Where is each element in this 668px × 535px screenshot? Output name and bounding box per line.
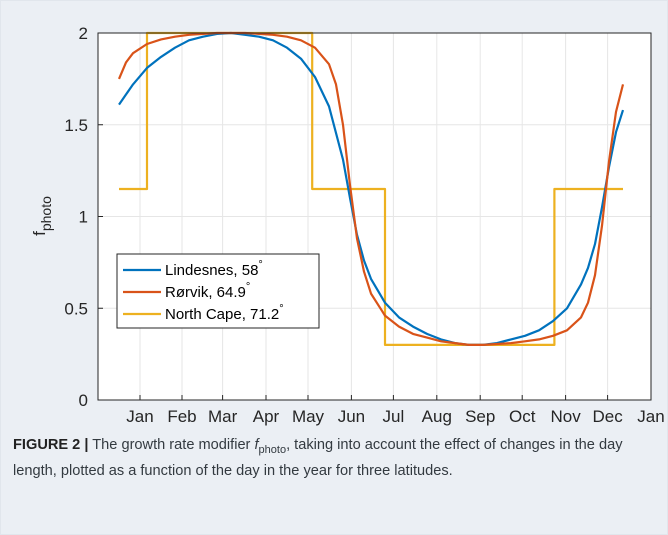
legend-label-1: Rørvik, 64.9°: [165, 281, 250, 301]
x-tick-label: Apr: [253, 407, 280, 426]
x-tick-label: Nov: [550, 407, 581, 426]
plot-frame: [97, 32, 652, 401]
x-tick-label: Oct: [509, 407, 536, 426]
series-lines: [117, 31, 625, 346]
x-axis-ticks: Jan Feb Mar Apr May Jun Jul Aug Sep Oct Nov Dec Jan: [126, 395, 665, 426]
caption-text-after: , taking into account the effect of chan…: [13, 437, 623, 479]
x-tick-label: Jul: [383, 407, 405, 426]
figure-caption: FIGURE 2 | The growth rate modifier fpho…: [13, 435, 653, 482]
line-chart: 0 0.5 1 1.5 2 Jan Feb Mar Apr May Jun Jul Aug Sep Oct…: [30, 24, 665, 426]
x-tick-label: Feb: [167, 407, 196, 426]
ylabel-main: f: [30, 231, 49, 236]
legend: Lindesnes, 58°Rørvik, 64.9°North Cape, 7…: [116, 253, 320, 329]
svg-text:fphoto: fphoto: [30, 196, 54, 236]
caption-symbol: fphoto: [254, 437, 287, 456]
x-tick-label: Mar: [208, 407, 238, 426]
y-tick-label: 1.5: [64, 116, 88, 135]
ylabel-sub: photo: [38, 196, 54, 231]
series-line-0: [118, 31, 625, 346]
x-tick-label: Aug: [422, 407, 452, 426]
y-axis-label: fphoto: [30, 196, 54, 236]
series-line-1: [117, 31, 625, 346]
y-tick-label: 0.5: [64, 299, 88, 318]
y-tick-label: 1: [79, 208, 88, 227]
legend-label-2: North Cape, 71.2°: [165, 303, 284, 323]
x-tick-label: Jan: [126, 407, 153, 426]
y-tick-label: 0: [79, 391, 88, 410]
gridlines: [98, 32, 652, 401]
x-tick-label: Dec: [592, 407, 623, 426]
y-axis-ticks: 0 0.5 1 1.5 2: [64, 24, 103, 410]
x-tick-label: Jan: [637, 407, 664, 426]
caption-text-before: The growth rate modifier: [92, 437, 251, 453]
x-tick-label: Sep: [465, 407, 495, 426]
y-tick-label: 2: [79, 24, 88, 43]
x-tick-label: Jun: [338, 407, 365, 426]
caption-label: FIGURE 2 |: [13, 437, 89, 453]
legend-label-0: Lindesnes, 58°: [165, 259, 263, 279]
x-tick-label: May: [292, 407, 325, 426]
